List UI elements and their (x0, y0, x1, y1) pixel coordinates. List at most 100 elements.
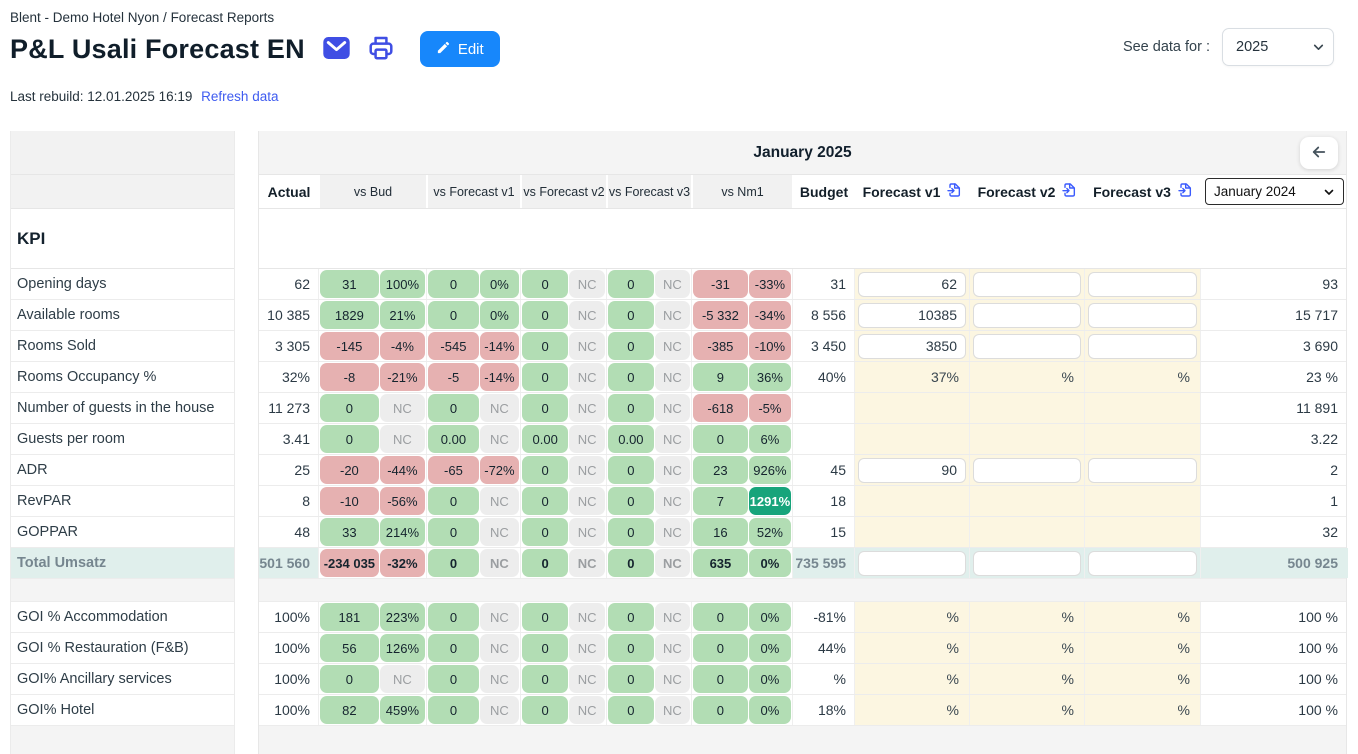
forecast-v2-cell: % (970, 695, 1085, 725)
sidebar-spacer (11, 175, 234, 209)
variance-pair: 0 NC (427, 486, 520, 516)
variance-percent-badge: 52% (748, 518, 791, 546)
variance-cell: 0 NC (607, 393, 692, 423)
budget-cell: 15 (793, 517, 855, 547)
forecast-v3-input[interactable] (1088, 302, 1197, 328)
variance-cell: 0 NC (427, 633, 521, 663)
refresh-data-link[interactable]: Refresh data (201, 89, 279, 104)
kpi-section-header: KPI (11, 209, 234, 269)
back-arrow-icon (1310, 143, 1328, 164)
forecast-v3-cell: % (1085, 602, 1201, 632)
send-email-button[interactable] (323, 36, 350, 62)
year-select[interactable]: 2025 (1222, 28, 1334, 66)
variance-value-badge: 7 (693, 487, 748, 515)
variance-pair: 0.00 NC (521, 424, 606, 454)
variance-percent-badge: NC (569, 456, 605, 484)
forecast-v3-input[interactable] (1088, 271, 1197, 297)
variance-value-badge: 0 (693, 634, 748, 662)
forecast-v3-input[interactable] (1088, 550, 1197, 576)
back-button[interactable] (1300, 137, 1338, 169)
forecast-v3-cell (1085, 331, 1201, 361)
variance-value-badge: 0 (428, 696, 479, 724)
variance-value-badge: 0 (428, 487, 479, 515)
forecast-v3-input[interactable] (1088, 333, 1197, 359)
kpi-row-label: Guests per room (11, 424, 234, 455)
variance-percent-badge: 0% (479, 301, 519, 329)
forecast-v1-input[interactable] (858, 271, 966, 297)
variance-percent-badge: NC (569, 332, 605, 360)
variance-percent-badge: NC (569, 363, 605, 391)
variance-percent-badge: -72% (479, 456, 519, 484)
forecast-v2-input[interactable] (973, 550, 1081, 576)
variance-pair: -618 -5% (692, 393, 792, 423)
forecast-v2-value: % (1061, 369, 1074, 385)
variance-cell: 0 NC (319, 424, 427, 454)
variance-value-badge: -234 035 (320, 549, 379, 577)
variance-percent-badge: NC (654, 363, 690, 391)
forecast-v1-input[interactable] (858, 550, 966, 576)
variance-cell: -234 035 -32% (319, 548, 427, 578)
comparison-month-select[interactable]: January 2024 (1205, 178, 1344, 205)
variance-cell: 0 NC (607, 664, 692, 694)
forecast-v3-input[interactable] (1088, 457, 1197, 483)
variance-pair: 0 NC (427, 393, 520, 423)
variance-value-badge: -618 (693, 394, 748, 422)
variance-value-badge: 0 (608, 665, 654, 693)
forecast-v1-value: % (946, 609, 959, 625)
forecast-v2-input[interactable] (973, 302, 1081, 328)
report-content: KPI Opening days Available rooms Rooms Sol… (10, 131, 1358, 754)
variance-cell: -5 -14% (427, 362, 521, 392)
forecast-v2-input[interactable] (973, 457, 1081, 483)
variance-value-badge: 0 (522, 603, 569, 631)
variance-cell: -5 332 -34% (692, 300, 793, 330)
variance-percent-badge: NC (569, 394, 605, 422)
variance-value-badge: 0 (608, 270, 654, 298)
variance-cell: 0 NC (521, 300, 607, 330)
topbar-left: Blent - Demo Hotel Nyon / Forecast Repor… (10, 10, 500, 67)
forecast-v2-input[interactable] (973, 333, 1081, 359)
variance-pair: 0 NC (607, 362, 691, 392)
variance-percent-badge: NC (654, 270, 690, 298)
variance-value-badge: 0 (428, 394, 479, 422)
forecast-v1-input[interactable] (858, 302, 966, 328)
variance-pair: 82 459% (319, 695, 426, 725)
edit-button[interactable]: Edit (419, 31, 500, 67)
kpi-row-label: RevPAR (11, 486, 234, 517)
variance-value-badge: 0.00 (428, 425, 479, 453)
variance-cell: 0 NC (607, 602, 692, 632)
variance-pair: 0 NC (607, 331, 691, 361)
forecast-v1-input[interactable] (858, 457, 966, 483)
file-import-icon[interactable] (946, 182, 962, 201)
variance-cell: 23 926% (692, 455, 793, 485)
variance-percent-badge: NC (654, 696, 690, 724)
variance-pair: 181 223% (319, 602, 426, 632)
variance-value-badge: 0 (608, 634, 654, 662)
forecast-v2-input[interactable] (973, 271, 1081, 297)
forecast-v1-cell: % (855, 695, 970, 725)
variance-cell: 0 NC (427, 486, 521, 516)
kpi-row-label: Total Umsatz (11, 548, 234, 579)
forecast-v2-value: % (1061, 702, 1074, 718)
variance-pair: 0 NC (607, 517, 691, 547)
forecast-v2-cell (970, 393, 1085, 423)
variance-cell: 0 NC (521, 455, 607, 485)
variance-cell: 0 NC (521, 664, 607, 694)
file-import-icon[interactable] (1061, 182, 1077, 201)
variance-percent-badge: NC (479, 394, 519, 422)
print-button[interactable] (368, 35, 394, 64)
comparison-month-cell: 1 (1330, 493, 1338, 509)
variance-cell: 0 NC (427, 548, 521, 578)
variance-percent-badge: NC (569, 301, 605, 329)
variance-cell: 7 1291% (692, 486, 793, 516)
file-import-icon[interactable] (1177, 182, 1193, 201)
forecast-v1-input[interactable] (858, 333, 966, 359)
variance-cell: 0 0% (692, 664, 793, 694)
variance-cell: 0 NC (607, 548, 692, 578)
table-row: 501 560 -234 035 -32% 0 NC 0 NC 0 NC 635 0% 735 595… (259, 548, 1348, 579)
variance-pair: 0 NC (521, 548, 606, 578)
budget-cell (793, 424, 855, 454)
variance-value-badge: 56 (320, 634, 379, 662)
kpi-row-label: GOI% Ancillary services (11, 664, 234, 695)
column-header-actual: Actual (267, 183, 311, 200)
variance-value-badge: 181 (320, 603, 379, 631)
